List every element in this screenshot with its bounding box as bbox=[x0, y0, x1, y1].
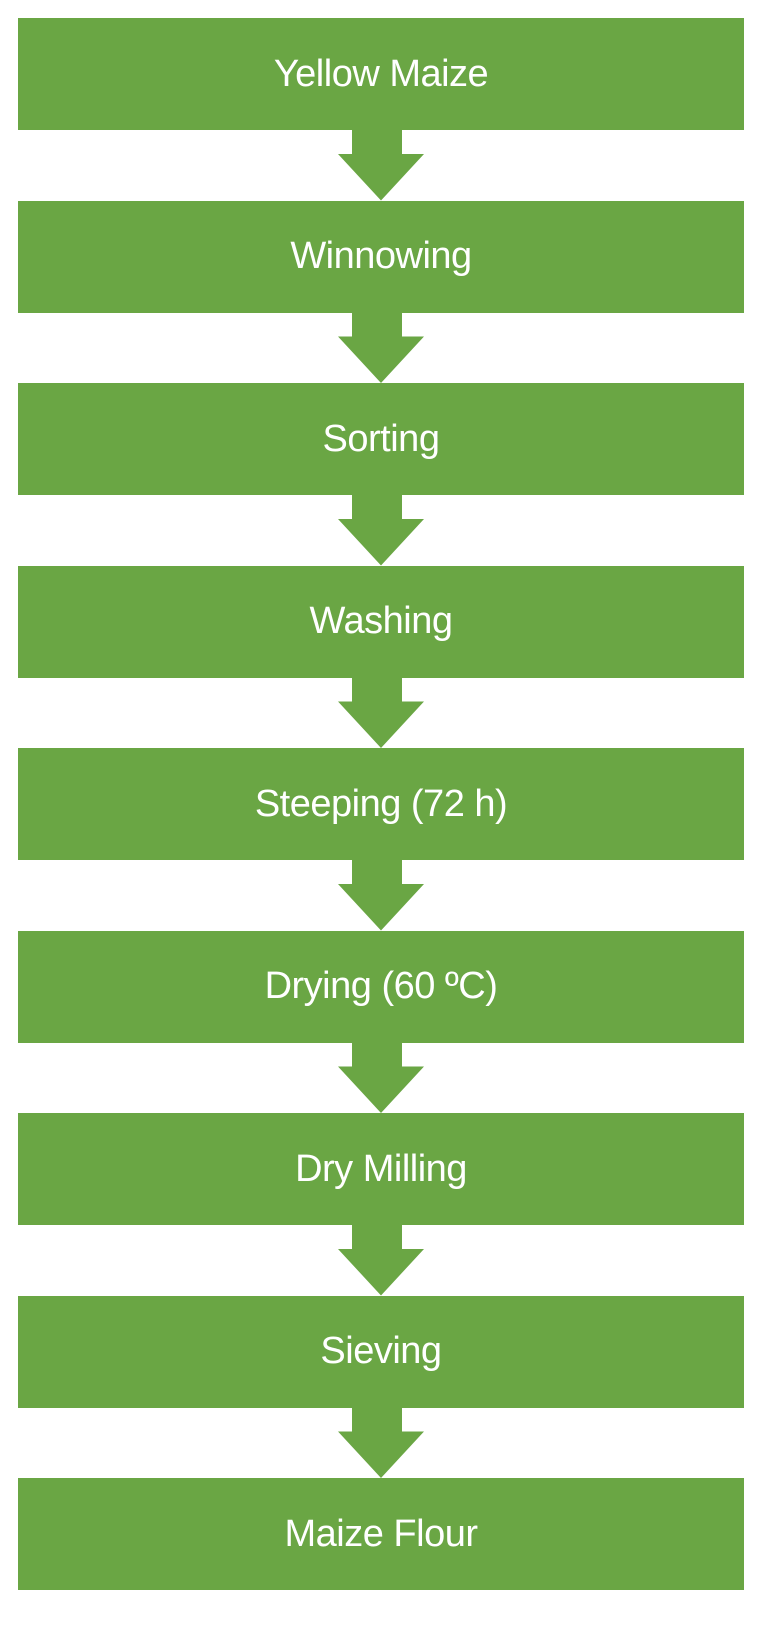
process-step-box: Yellow Maize bbox=[18, 18, 744, 130]
process-step-label: Yellow Maize bbox=[273, 52, 489, 95]
process-step-box: Sieving bbox=[18, 1295, 744, 1408]
down-arrow-icon bbox=[338, 1042, 424, 1113]
down-arrow-icon bbox=[338, 1407, 424, 1478]
process-step-box: Steeping (72 h) bbox=[18, 748, 744, 860]
process-step-label: Sieving bbox=[320, 1330, 442, 1372]
process-step-box: Sorting bbox=[18, 383, 744, 495]
down-arrow-icon bbox=[338, 312, 424, 383]
process-step-label: Dry Milling bbox=[295, 1147, 467, 1190]
process-step-label: Steeping (72 h) bbox=[254, 782, 508, 825]
down-arrow-icon bbox=[338, 860, 424, 931]
process-step-box: Washing bbox=[18, 565, 744, 678]
process-step-box: Drying (60 ºC) bbox=[18, 930, 744, 1043]
process-step-box: Winnowing bbox=[18, 200, 744, 313]
process-step-label: Drying (60 ºC) bbox=[264, 965, 498, 1007]
process-step-label: Sorting bbox=[322, 417, 440, 460]
down-arrow-icon bbox=[338, 495, 424, 566]
process-step-label: Washing bbox=[309, 600, 453, 642]
process-step-box: Maize Flour bbox=[18, 1478, 744, 1590]
process-step-label: Maize Flour bbox=[284, 1512, 479, 1555]
process-step-box: Dry Milling bbox=[18, 1113, 744, 1225]
down-arrow-icon bbox=[338, 1225, 424, 1296]
down-arrow-icon bbox=[338, 677, 424, 748]
process-step-label: Winnowing bbox=[290, 235, 472, 277]
down-arrow-icon bbox=[338, 130, 424, 201]
